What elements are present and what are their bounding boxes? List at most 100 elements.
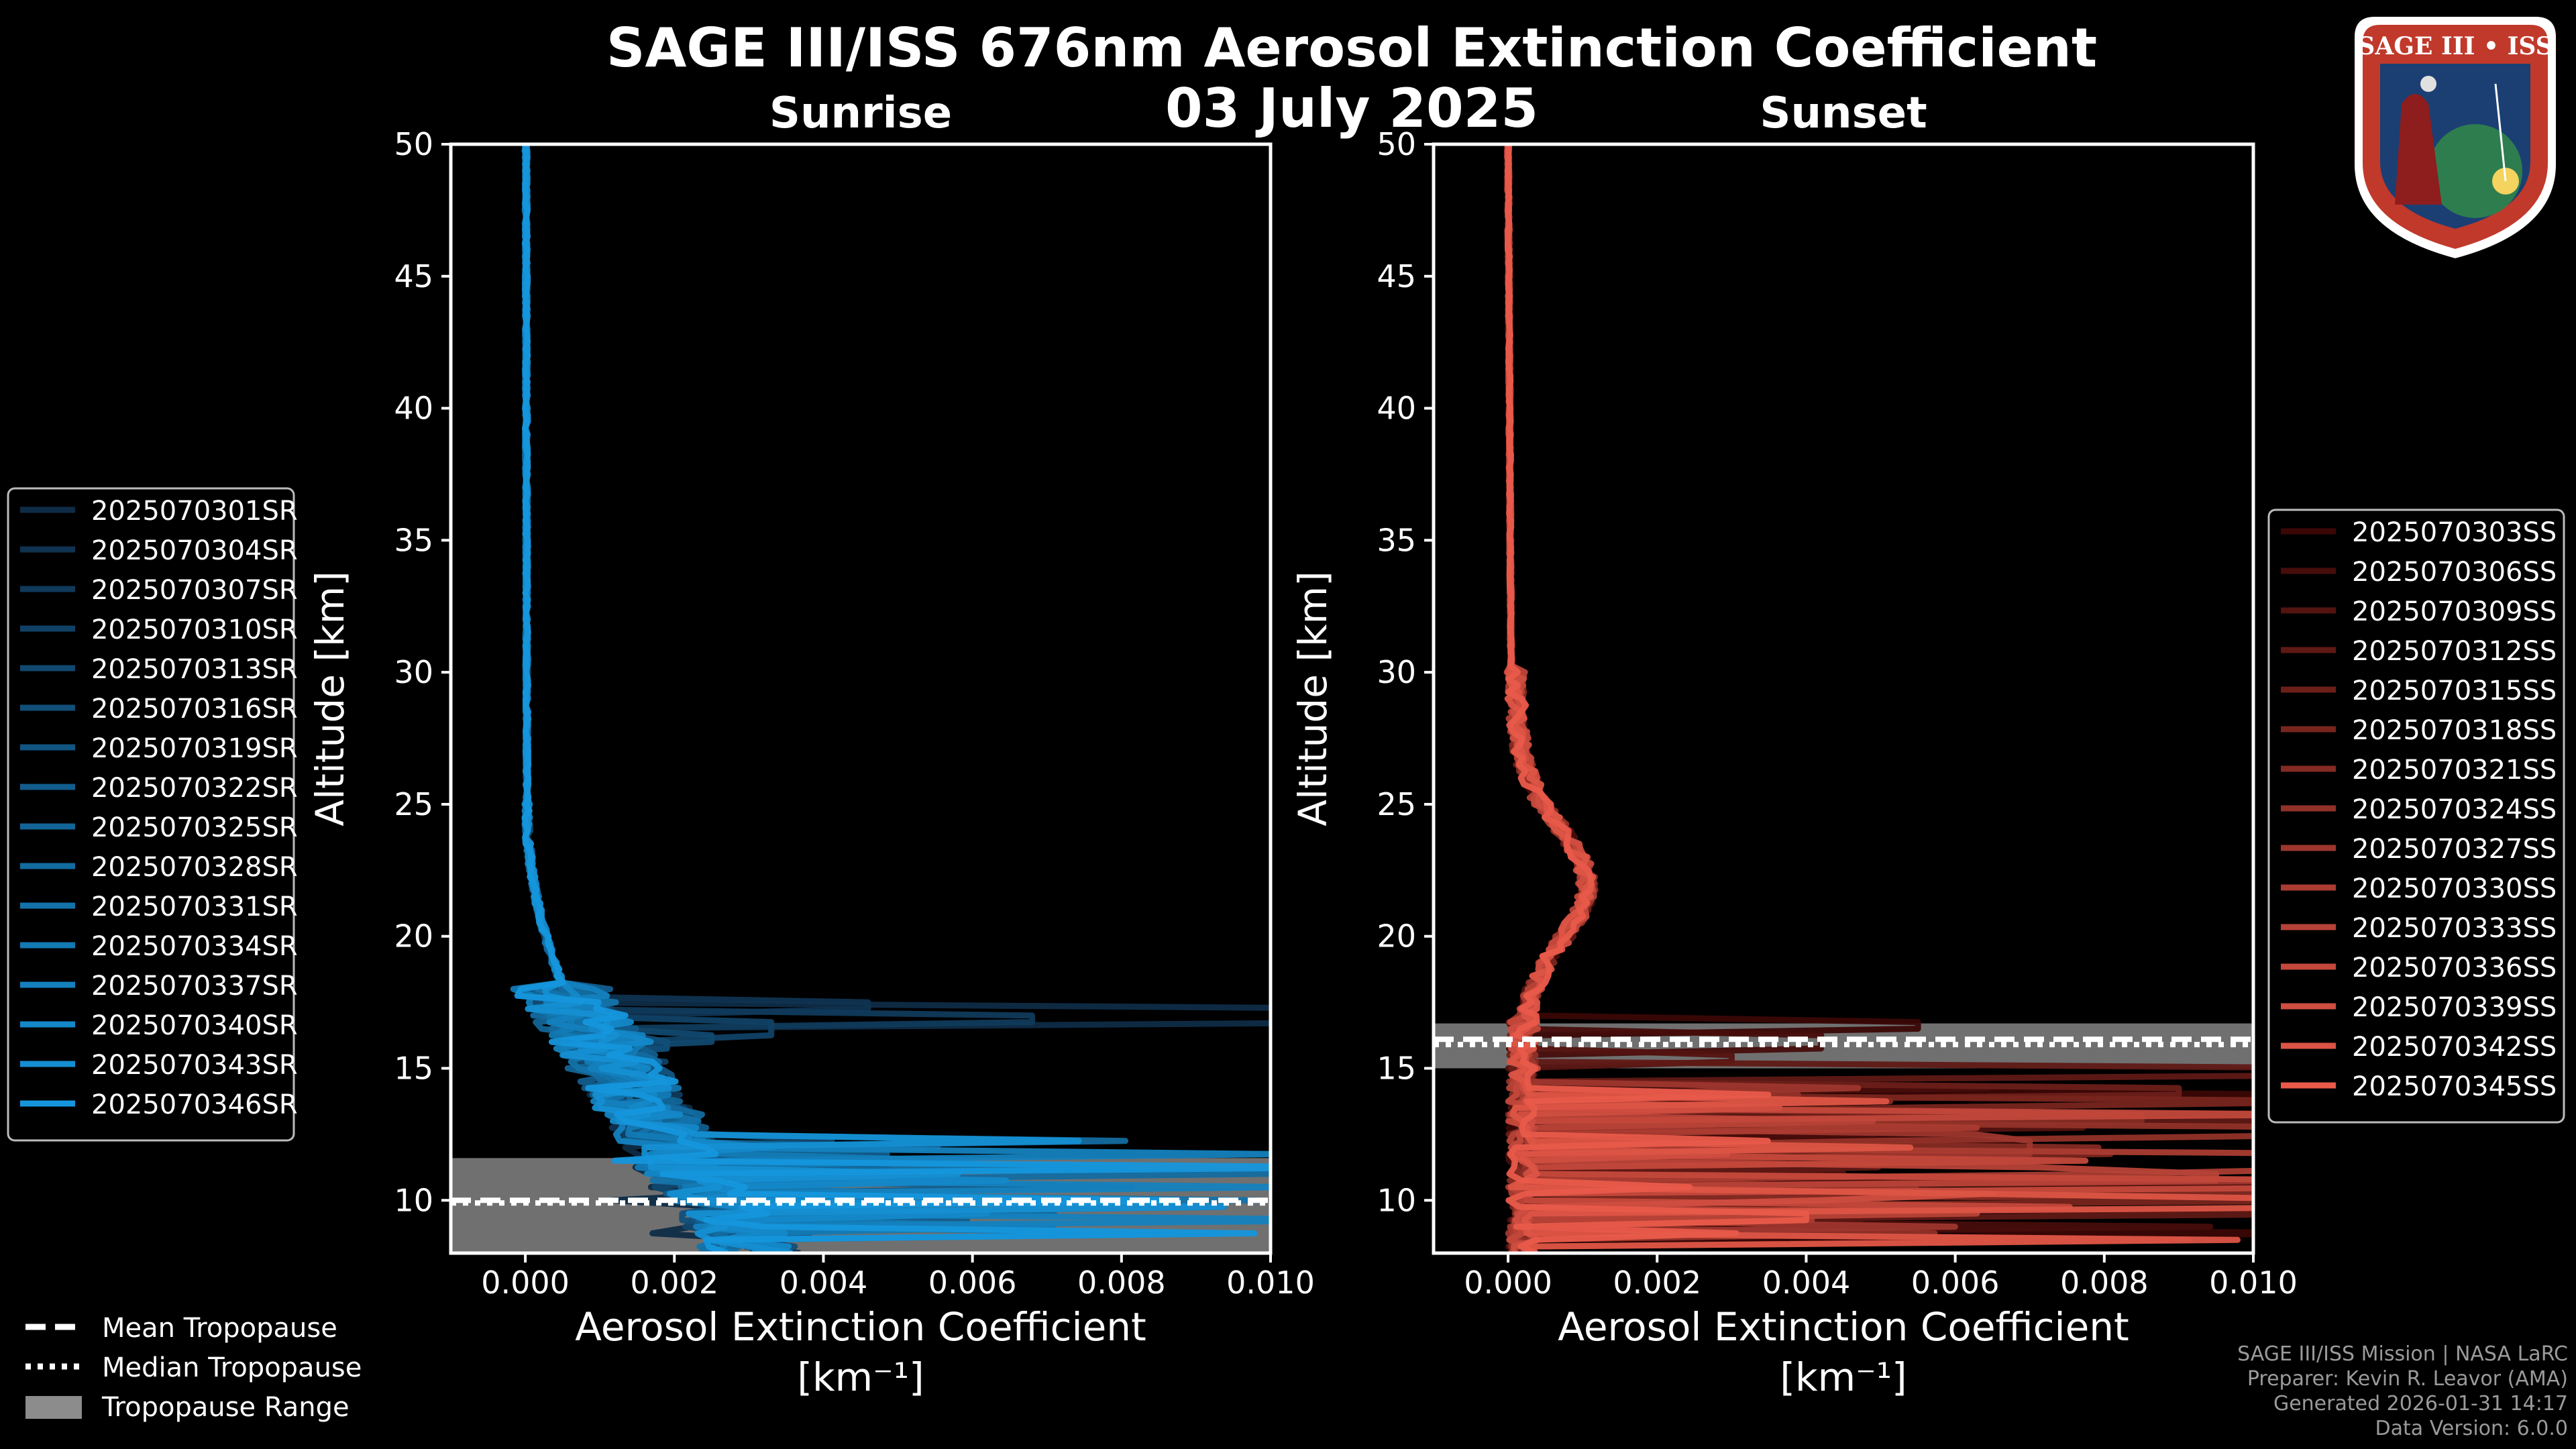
y-tick-label: 30 bbox=[1377, 654, 1416, 690]
y-tick-label: 10 bbox=[1377, 1182, 1416, 1218]
credits-version: Data Version: 6.0.0 bbox=[2375, 1417, 2568, 1440]
y-axis-label: Altitude [km] bbox=[1290, 571, 1336, 826]
legend-box bbox=[7, 487, 295, 1142]
x-tick-label: 0.010 bbox=[1226, 1265, 1315, 1301]
x-tick-label: 0.008 bbox=[1077, 1265, 1166, 1301]
x-axis-unit: [km⁻¹] bbox=[1780, 1354, 1907, 1400]
legend-median-label: Median Tropopause bbox=[102, 1352, 362, 1383]
x-tick-label: 0.002 bbox=[1613, 1265, 1701, 1301]
legend-item-label: 2025070334SR bbox=[91, 931, 298, 962]
y-tick-label: 30 bbox=[394, 654, 433, 690]
legend-item-label: 2025070346SR bbox=[91, 1089, 298, 1120]
y-tick-label: 35 bbox=[1377, 522, 1416, 558]
plot-content bbox=[451, 144, 1271, 1253]
x-axis-label: Aerosol Extinction Coefficient bbox=[575, 1304, 1146, 1350]
y-tick-label: 45 bbox=[1377, 258, 1416, 294]
y-tick-label: 15 bbox=[394, 1051, 433, 1087]
y-tick-label: 25 bbox=[1377, 786, 1416, 822]
legend-item-label: 2025070345SS bbox=[2352, 1071, 2557, 1102]
legend-item-label: 2025070304SR bbox=[91, 535, 298, 566]
y-tick-label: 25 bbox=[394, 786, 433, 822]
legend-sunset: 2025070303SS 2025070306SS 2025070309SS 2025… bbox=[2267, 508, 2565, 1124]
panel-sunrise: 0.000 0.002 0.004 0.006 0.008 0.010 10 15 20 25 30… bbox=[7, 89, 1315, 1400]
y-tick-label: 40 bbox=[1377, 390, 1416, 427]
panel-title: Sunset bbox=[1760, 89, 1927, 138]
x-tick-label: 0.008 bbox=[2060, 1265, 2149, 1301]
legend-item-label: 2025070331SR bbox=[91, 892, 298, 922]
series-line bbox=[1504, 144, 1809, 1253]
sage-mission-logo: SAGE III • ISS bbox=[2355, 17, 2556, 258]
y-tick-label: 35 bbox=[394, 522, 433, 558]
x-tick-label: 0.002 bbox=[630, 1265, 718, 1301]
x-tick-label: 0.000 bbox=[481, 1265, 570, 1301]
credits-generated: Generated 2026-01-31 14:17 bbox=[2273, 1392, 2568, 1415]
legend-item-label: 2025070325SR bbox=[91, 812, 298, 843]
panel-title: Sunrise bbox=[769, 89, 952, 138]
main-title-line2: 03 July 2025 bbox=[1165, 77, 1538, 140]
x-tick-label: 0.004 bbox=[780, 1265, 868, 1301]
x-tick-label: 0.010 bbox=[2209, 1265, 2298, 1301]
legend-item-label: 2025070301SR bbox=[91, 496, 298, 527]
legend-item-label: 2025070306SS bbox=[2352, 557, 2557, 588]
x-tick-label: 0.000 bbox=[1464, 1265, 1552, 1301]
legend-item-label: 2025070319SR bbox=[91, 733, 298, 764]
legend-item-label: 2025070336SS bbox=[2352, 953, 2557, 983]
y-tick-label: 20 bbox=[1377, 918, 1416, 955]
legend-item-label: 2025070330SS bbox=[2352, 873, 2557, 904]
tropopause-legend: Mean Tropopause Median Tropopause Tropopau… bbox=[25, 1313, 362, 1423]
legend-sunrise: 2025070301SR 2025070304SR 2025070307SR 2025… bbox=[7, 487, 298, 1142]
y-tick-label: 10 bbox=[394, 1182, 433, 1218]
legend-item-label: 2025070313SR bbox=[91, 654, 298, 685]
legend-item-label: 2025070327SS bbox=[2352, 834, 2557, 865]
main-title-line1: SAGE III/ISS 676nm Aerosol Extinction Co… bbox=[606, 17, 2098, 79]
plot-area bbox=[451, 144, 1271, 1253]
panel-sunset: 0.000 0.002 0.004 0.006 0.008 0.010 10 15 20 25 30… bbox=[1290, 89, 2565, 1400]
legend-range-label: Tropopause Range bbox=[101, 1392, 350, 1423]
x-tick-label: 0.006 bbox=[928, 1265, 1017, 1301]
logo-title: SAGE III • ISS bbox=[2357, 32, 2553, 60]
legend-item-label: 2025070337SR bbox=[91, 971, 298, 1002]
legend-item-label: 2025070340SR bbox=[91, 1010, 298, 1041]
legend-item-label: 2025070318SS bbox=[2352, 715, 2557, 746]
legend-item-label: 2025070342SS bbox=[2352, 1032, 2557, 1063]
y-tick-label: 45 bbox=[394, 258, 433, 294]
legend-item-label: 2025070343SR bbox=[91, 1050, 298, 1081]
x-axis-label: Aerosol Extinction Coefficient bbox=[1558, 1304, 2129, 1350]
plot-content bbox=[1434, 144, 2253, 1253]
x-tick-label: 0.004 bbox=[1762, 1265, 1851, 1301]
legend-item-label: 2025070322SR bbox=[91, 773, 298, 804]
legend-item-label: 2025070321SS bbox=[2352, 755, 2557, 786]
logo-moon bbox=[2420, 76, 2436, 92]
legend-range-swatch bbox=[25, 1396, 82, 1419]
credits: SAGE III/ISS Mission | NASA LaRC Prepare… bbox=[2237, 1342, 2568, 1441]
plot-frame bbox=[449, 142, 1273, 1255]
legend-item-label: 2025070310SR bbox=[91, 614, 298, 645]
credits-mission: SAGE III/ISS Mission | NASA LaRC bbox=[2237, 1342, 2568, 1366]
credits-preparer: Preparer: Kevin R. Leavor (AMA) bbox=[2247, 1367, 2568, 1391]
legend-item-label: 2025070316SR bbox=[91, 694, 298, 724]
x-axis-unit: [km⁻¹] bbox=[797, 1354, 924, 1400]
legend-item-label: 2025070333SS bbox=[2352, 913, 2557, 944]
legend-item-label: 2025070328SR bbox=[91, 852, 298, 883]
y-tick-label: 15 bbox=[1377, 1051, 1416, 1087]
legend-item-label: 2025070309SS bbox=[2352, 596, 2557, 627]
legend-item-label: 2025070339SS bbox=[2352, 992, 2557, 1023]
legend-item-label: 2025070307SR bbox=[91, 575, 298, 606]
x-tick-label: 0.006 bbox=[1911, 1265, 2000, 1301]
legend-item-label: 2025070315SS bbox=[2352, 676, 2557, 706]
series-line bbox=[514, 144, 1271, 1253]
y-axis-label: Altitude [km] bbox=[307, 571, 353, 826]
legend-item-label: 2025070303SS bbox=[2352, 517, 2557, 548]
plot-frame bbox=[1432, 142, 2255, 1255]
y-tick-label: 40 bbox=[394, 390, 433, 427]
legend-box bbox=[2267, 508, 2565, 1124]
logo-figure bbox=[2395, 94, 2442, 205]
legend-item-label: 2025070312SS bbox=[2352, 636, 2557, 667]
logo-beam bbox=[2494, 83, 2507, 182]
legend-item-label: 2025070324SS bbox=[2352, 794, 2557, 825]
y-tick-label: 20 bbox=[394, 918, 433, 955]
y-tick-label: 50 bbox=[1377, 126, 1416, 162]
logo-earth bbox=[2428, 124, 2522, 218]
legend-mean-label: Mean Tropopause bbox=[102, 1313, 337, 1344]
